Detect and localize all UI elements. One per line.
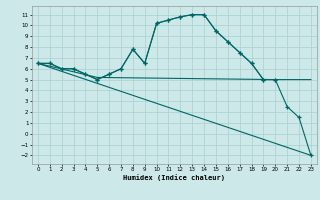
X-axis label: Humidex (Indice chaleur): Humidex (Indice chaleur) [124, 174, 225, 181]
